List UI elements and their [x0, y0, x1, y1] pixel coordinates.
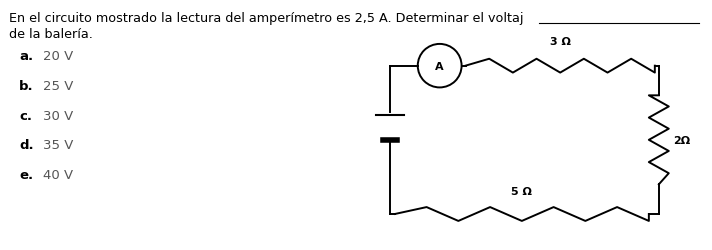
Text: 5 Ω: 5 Ω: [511, 186, 533, 196]
Text: 30 V: 30 V: [43, 109, 73, 122]
Text: b.: b.: [19, 80, 34, 92]
Text: a.: a.: [19, 50, 33, 63]
Text: 20 V: 20 V: [43, 50, 73, 63]
Text: En el circuito mostrado la lectura del amperímetro es 2,5 A. Determinar el volta: En el circuito mostrado la lectura del a…: [9, 12, 524, 25]
Text: 2Ω: 2Ω: [673, 135, 690, 145]
Text: de la balería.: de la balería.: [9, 28, 93, 41]
Text: e.: e.: [19, 168, 33, 181]
Text: c.: c.: [19, 109, 32, 122]
Text: A: A: [435, 62, 444, 71]
Text: 25 V: 25 V: [43, 80, 73, 92]
Text: 40 V: 40 V: [43, 168, 73, 181]
Text: 35 V: 35 V: [43, 139, 73, 152]
Text: 3 Ω: 3 Ω: [550, 37, 570, 47]
Text: d.: d.: [19, 139, 34, 152]
